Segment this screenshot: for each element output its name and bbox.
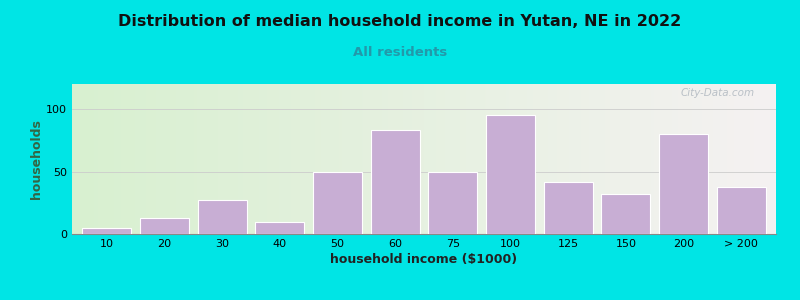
Bar: [255, 221, 304, 234]
Y-axis label: households: households: [30, 119, 43, 199]
Bar: [428, 172, 478, 234]
Text: City-Data.com: City-Data.com: [681, 88, 755, 98]
Bar: [370, 130, 420, 234]
Bar: [313, 172, 362, 234]
Bar: [717, 187, 766, 234]
Bar: [198, 200, 246, 234]
Bar: [544, 182, 593, 234]
Bar: [659, 134, 708, 234]
Text: Distribution of median household income in Yutan, NE in 2022: Distribution of median household income …: [118, 14, 682, 28]
X-axis label: household income ($1000): household income ($1000): [330, 253, 518, 266]
Bar: [140, 218, 189, 234]
Bar: [486, 115, 535, 234]
Bar: [602, 194, 650, 234]
Bar: [82, 228, 131, 234]
Text: All residents: All residents: [353, 46, 447, 59]
